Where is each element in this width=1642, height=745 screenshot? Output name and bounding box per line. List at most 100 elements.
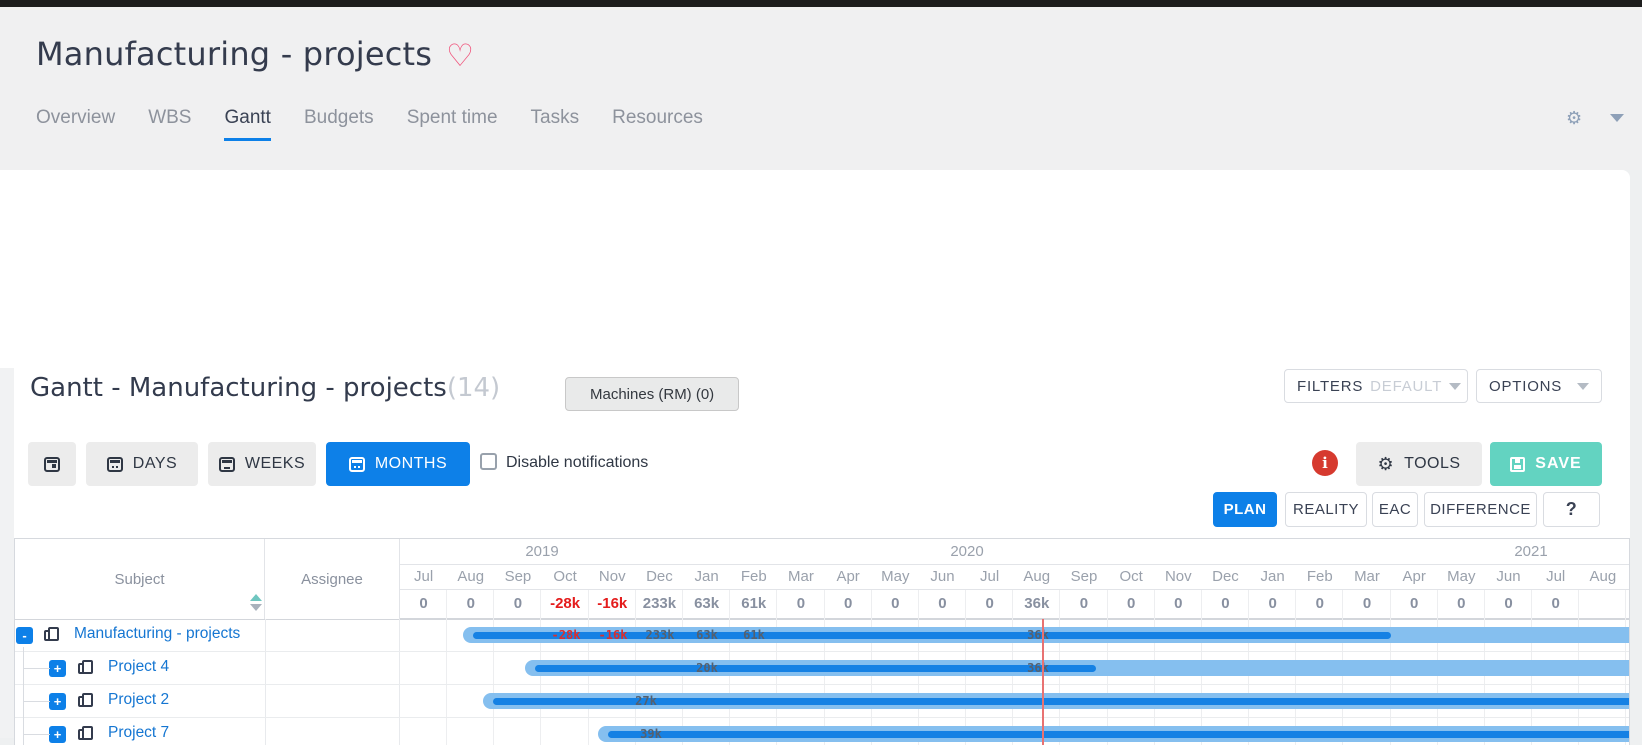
bar-value-label: 39k [640, 727, 662, 741]
month-label: Nov [1164, 568, 1192, 585]
month-label: Aug [1023, 568, 1051, 585]
month-value: 0 [843, 595, 853, 612]
project-link[interactable]: Project 4 [108, 658, 170, 675]
month-value: 0 [419, 595, 428, 612]
project-title-text: Manufacturing - projects [36, 35, 433, 73]
month-label: Jul [413, 568, 434, 585]
year-label-2020: 2020 [950, 543, 984, 560]
save-button[interactable]: SAVE [1490, 442, 1602, 486]
copy-icon-front [82, 660, 93, 674]
project-menu-chevron-down-icon[interactable] [1610, 114, 1624, 122]
month-label: May [1447, 568, 1476, 585]
months-scale-button[interactable]: MONTHS [326, 442, 470, 486]
calendar-weeks-icon [218, 456, 235, 472]
month-value: 0 [985, 595, 994, 612]
view-tab-eac[interactable]: EAC [1372, 492, 1418, 527]
project-link[interactable]: Project 7 [108, 724, 170, 741]
gantt-table: Subject Assignee 2019 2020 2021 Jul Aug Sep O… [14, 538, 1630, 745]
tree-connector-stub [23, 701, 50, 702]
month-value: 0 [1457, 595, 1466, 612]
month-label: Oct [1119, 568, 1143, 585]
month-label: Jan [1260, 568, 1285, 585]
bar-value-label: 61k [743, 628, 765, 642]
options-chevron-down-icon [1577, 382, 1589, 390]
timeline-cell[interactable]: -28k -16k 233k 63k 61k 36k [400, 619, 1629, 651]
month-value: 0 [891, 595, 900, 612]
month-label: Oct [553, 568, 577, 585]
month-value: 0 [796, 595, 806, 612]
subject-column-header[interactable]: Subject [15, 539, 265, 619]
sort-up-icon [250, 594, 262, 601]
today-marker-line [1042, 619, 1044, 745]
assignee-column-header[interactable]: Assignee [265, 539, 400, 619]
collapse-button[interactable]: - [16, 627, 33, 644]
gantt-page-title-text: Gantt - Manufacturing - projects [30, 373, 447, 403]
view-tab-help[interactable]: ? [1543, 492, 1600, 527]
tab-overview[interactable]: Overview [36, 107, 116, 128]
grid-column [400, 590, 448, 745]
expand-button[interactable]: + [49, 693, 66, 710]
left-gutter [0, 368, 14, 738]
subject-cell: - Manufacturing - projects [15, 619, 265, 651]
gantt-bar-progress [535, 665, 1096, 672]
year-label-2019: 2019 [525, 543, 559, 560]
month-value: 0 [466, 595, 475, 612]
tools-button[interactable]: ⚙ TOOLS [1356, 442, 1482, 486]
filters-dropdown[interactable]: FILTERS DEFAULT [1284, 369, 1468, 403]
weeks-label: WEEKS [244, 455, 306, 472]
view-tab-reality[interactable]: REALITY [1285, 492, 1367, 527]
project-link[interactable]: Project 2 [108, 691, 170, 708]
options-dropdown[interactable]: OPTIONS [1476, 369, 1602, 403]
calendar-scale-button[interactable] [28, 442, 76, 486]
timeline-cell[interactable]: 27k [400, 685, 1629, 717]
tools-label: TOOLS [1404, 455, 1461, 472]
tools-gear-icon: ⚙ [1377, 453, 1395, 475]
month-value: 61k [741, 595, 767, 612]
month-label: Sep [504, 568, 532, 585]
timeline-cell[interactable]: 39k [400, 718, 1629, 745]
save-label: SAVE [1535, 455, 1582, 472]
calendar-days-icon [106, 456, 123, 472]
weeks-scale-button[interactable]: WEEKS [208, 442, 316, 486]
machines-filter-button[interactable]: Machines (RM) (0) [565, 377, 740, 411]
view-tab-plan[interactable]: PLAN [1213, 492, 1277, 527]
month-value: 36k [1024, 595, 1050, 612]
month-label: Aug [1589, 568, 1617, 585]
timeline-values-row: 0 0 0 -28k -16k 233k 63k 61k 0 0 0 0 0 36k 0 0 0 0 0 0 0 0 0 0 0 [400, 590, 1629, 619]
expand-button[interactable]: + [49, 660, 66, 677]
tab-gantt[interactable]: Gantt [224, 107, 271, 141]
month-label: Feb [740, 568, 767, 585]
project-link[interactable]: Manufacturing - projects [74, 625, 241, 642]
options-label: OPTIONS [1489, 377, 1563, 395]
timeline-cell[interactable]: 20k 36k [400, 652, 1629, 684]
info-alert-icon[interactable]: i [1312, 450, 1338, 476]
project-copy-icon [78, 726, 95, 743]
tab-wbs[interactable]: WBS [148, 107, 192, 128]
subject-sort-control[interactable] [250, 594, 262, 614]
days-scale-button[interactable]: DAYS [86, 442, 198, 486]
tab-tasks[interactable]: Tasks [530, 107, 580, 128]
bar-value-label: 233k [645, 628, 675, 642]
copy-icon-front [82, 693, 93, 707]
month-value: 0 [1126, 595, 1136, 612]
expand-button[interactable]: + [49, 726, 66, 743]
favorite-heart-icon[interactable]: ♡ [446, 38, 475, 74]
month-label: Jan [694, 568, 719, 585]
bar-value-label: -16k [598, 628, 628, 642]
month-value: 0 [1315, 595, 1324, 612]
tab-budgets[interactable]: Budgets [303, 107, 374, 128]
tab-spent-time[interactable]: Spent time [406, 107, 498, 128]
month-value: 0 [1409, 595, 1419, 612]
bar-value-label: 63k [696, 628, 718, 642]
month-label: Dec [646, 568, 673, 585]
calendar-months-icon [348, 456, 365, 472]
content-panel: Gantt - Manufacturing - projects(14) Mac… [0, 170, 1630, 745]
timeline-header: 2019 2020 2021 Jul Aug Sep Oct Nov Dec Jan Feb Mar… [400, 539, 1629, 619]
project-settings-gear-icon[interactable]: ⚙ [1566, 108, 1583, 129]
tab-resources[interactable]: Resources [612, 107, 703, 128]
view-tab-difference[interactable]: DIFFERENCE [1424, 492, 1537, 527]
month-value: 0 [1504, 595, 1513, 612]
gantt-page-title: Gantt - Manufacturing - projects(14) [30, 373, 500, 403]
month-label: Aug [457, 568, 485, 585]
disable-notifications-checkbox[interactable] [480, 453, 497, 470]
